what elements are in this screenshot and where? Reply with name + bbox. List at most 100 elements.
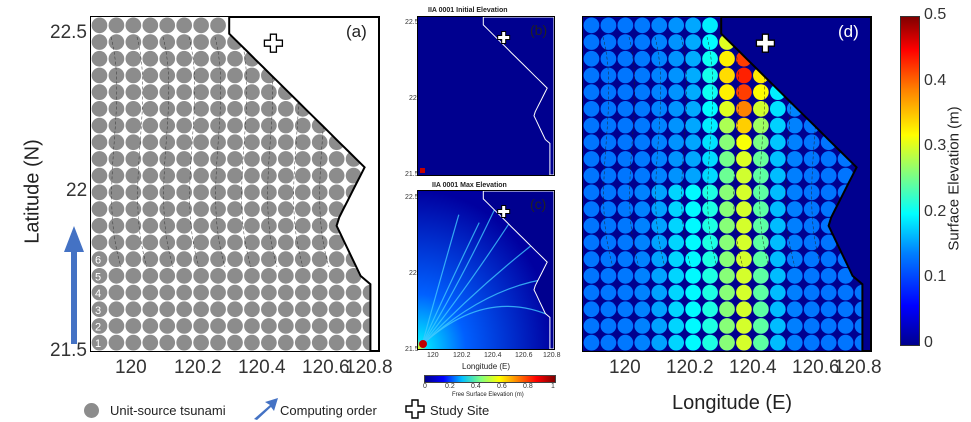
surface-elevation-cell bbox=[685, 101, 701, 117]
surface-elevation-cell bbox=[769, 251, 786, 267]
unit-source-circle bbox=[261, 217, 277, 234]
unit-source-circle bbox=[244, 117, 260, 134]
surface-elevation-cell bbox=[753, 301, 769, 318]
unit-source-circle bbox=[244, 67, 260, 84]
surface-elevation-cell bbox=[736, 84, 752, 100]
surface-elevation-cell bbox=[668, 151, 685, 167]
unit-source-circle bbox=[277, 318, 294, 334]
surface-elevation-cell bbox=[600, 217, 617, 234]
unit-source-circle bbox=[311, 217, 328, 234]
unit-source-circle bbox=[91, 268, 108, 284]
y-tick-label: 21.5 bbox=[50, 340, 87, 361]
surface-elevation-cell bbox=[753, 334, 769, 351]
unit-source-circle bbox=[125, 151, 142, 167]
surface-elevation-cell bbox=[803, 268, 820, 284]
surface-elevation-cell bbox=[803, 234, 820, 251]
unit-source-circle bbox=[227, 50, 243, 67]
unit-source-circle bbox=[244, 268, 260, 284]
surface-elevation-cell bbox=[702, 301, 718, 318]
unit-source-circle bbox=[142, 284, 159, 301]
unit-source-circle bbox=[193, 117, 209, 134]
unit-source-circle bbox=[261, 284, 277, 301]
surface-elevation-cell bbox=[719, 268, 735, 284]
unit-source-circle bbox=[142, 17, 159, 34]
surface-elevation-cell bbox=[719, 67, 735, 84]
unit-source-circle bbox=[227, 84, 243, 100]
colorbar-label: Free Surface Elevation (m) bbox=[452, 392, 524, 398]
unit-source-circle bbox=[244, 184, 260, 201]
unit-source-circle bbox=[261, 184, 277, 201]
unit-source-circle bbox=[142, 50, 159, 67]
surface-elevation-cell bbox=[719, 50, 735, 67]
surface-elevation-cell bbox=[753, 84, 769, 100]
unit-source-circle bbox=[142, 67, 159, 84]
unit-source-circle bbox=[91, 67, 108, 84]
surface-elevation-cell bbox=[668, 217, 685, 234]
unit-source-circle bbox=[210, 34, 226, 50]
unit-source-circle bbox=[227, 67, 243, 84]
coastline bbox=[482, 17, 554, 175]
unit-source-circle bbox=[210, 101, 226, 117]
surface-elevation-cell bbox=[617, 251, 634, 267]
surface-elevation-cell bbox=[651, 318, 668, 334]
unit-source-circle bbox=[277, 251, 294, 267]
unit-source-circle bbox=[210, 334, 226, 351]
unit-source-circle bbox=[108, 334, 125, 351]
colorbar-tick: 0.4 bbox=[924, 72, 947, 89]
unit-source-circle bbox=[125, 67, 142, 84]
surface-elevation-cell bbox=[702, 251, 718, 267]
surface-elevation-cell bbox=[786, 318, 803, 334]
surface-elevation-cell bbox=[617, 101, 634, 117]
unit-source-circle bbox=[244, 167, 260, 184]
surface-elevation-cell bbox=[702, 318, 718, 334]
surface-elevation-cell bbox=[651, 167, 668, 184]
unit-source-circle bbox=[277, 167, 294, 184]
surface-elevation-cell bbox=[600, 201, 617, 217]
wave-ray bbox=[421, 237, 541, 346]
surface-elevation-cell bbox=[769, 134, 786, 151]
colorbar-tick: 0.5 bbox=[924, 6, 947, 23]
unit-source-circle bbox=[142, 251, 159, 267]
unit-source-circle bbox=[142, 34, 159, 50]
surface-elevation-cell bbox=[668, 284, 685, 301]
coastline bbox=[482, 191, 554, 349]
panel-c-xlabel: Longitude (E) bbox=[462, 362, 511, 371]
surface-elevation-cell bbox=[769, 268, 786, 284]
surface-elevation-cell bbox=[702, 67, 718, 84]
surface-elevation-cell bbox=[685, 184, 701, 201]
unit-source-circle bbox=[244, 84, 260, 100]
unit-source-circle bbox=[125, 217, 142, 234]
surface-elevation-cell bbox=[837, 334, 854, 351]
surface-elevation-cell bbox=[634, 268, 651, 284]
unit-source-circle bbox=[261, 234, 277, 251]
unit-source-circle bbox=[91, 84, 108, 100]
surface-elevation-cell bbox=[837, 268, 854, 284]
wave-ray bbox=[421, 206, 521, 346]
unit-source-circle bbox=[176, 301, 193, 318]
x-tick-label: 120 bbox=[427, 352, 439, 359]
unit-source-circle bbox=[159, 284, 176, 301]
surface-elevation-cell bbox=[685, 318, 701, 334]
surface-elevation-cell bbox=[685, 201, 701, 217]
surface-elevation-cell bbox=[634, 318, 651, 334]
unit-source-circle bbox=[108, 318, 125, 334]
surface-elevation-cell bbox=[583, 201, 600, 217]
unit-source-circle bbox=[108, 34, 125, 50]
surface-elevation-cell bbox=[753, 184, 769, 201]
surface-elevation-cell bbox=[702, 234, 718, 251]
row-number-label: 1 bbox=[95, 338, 101, 350]
unit-source-circle bbox=[108, 251, 125, 267]
surface-elevation-cell bbox=[803, 301, 820, 318]
x-tick-label: 120.8 bbox=[834, 357, 882, 378]
surface-elevation-cell bbox=[719, 334, 735, 351]
unit-source-circle bbox=[244, 234, 260, 251]
surface-elevation-cell bbox=[736, 134, 752, 151]
unit-source-circle bbox=[142, 217, 159, 234]
surface-elevation-cell bbox=[786, 117, 803, 134]
surface-elevation-cell bbox=[617, 284, 634, 301]
surface-elevation-cell bbox=[786, 201, 803, 217]
surface-elevation-cell bbox=[769, 284, 786, 301]
unit-source-circle bbox=[159, 151, 176, 167]
computing-order-arrow bbox=[64, 226, 84, 344]
unit-source-circle bbox=[125, 117, 142, 134]
